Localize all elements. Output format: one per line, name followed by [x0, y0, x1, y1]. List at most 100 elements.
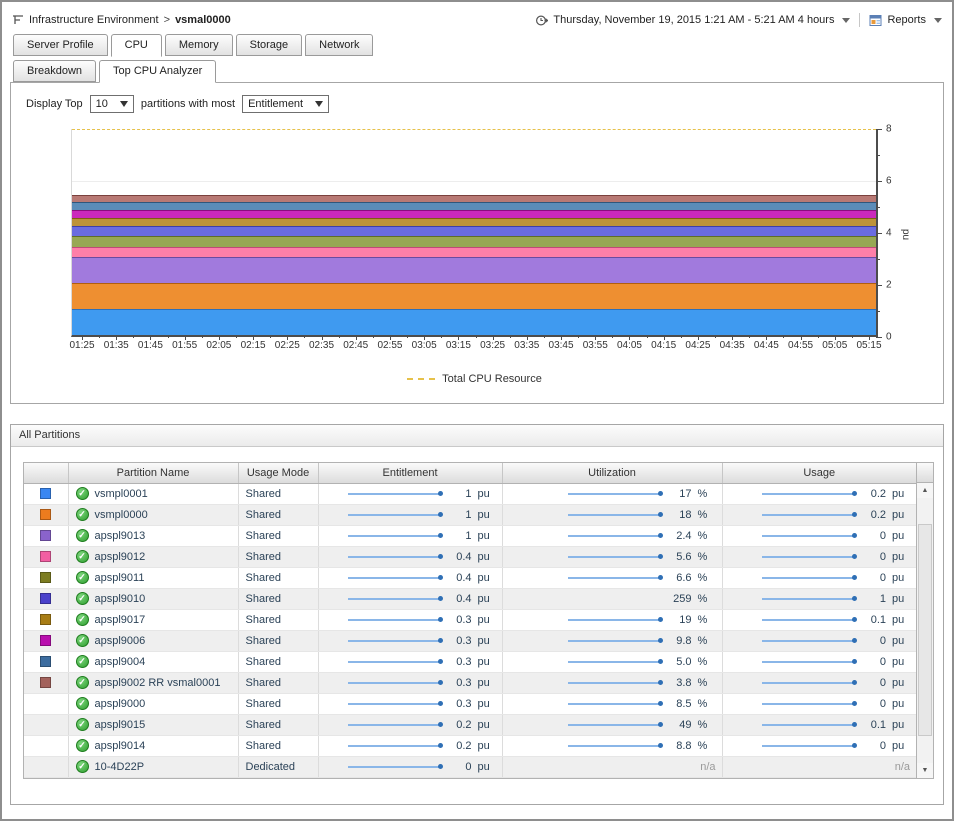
- cell-partition-name[interactable]: ✓ apspl9000: [68, 693, 239, 715]
- cell-partition-name[interactable]: ✓ apspl9004: [68, 651, 239, 673]
- scrollbar-track[interactable]: [917, 498, 933, 763]
- table-row-vsmpl0000[interactable]: ✓ vsmpl0000 Shared 1 pu 18% 0.2 pu: [24, 504, 916, 526]
- table-row-apspl9013[interactable]: ✓ apspl9013 Shared 1 pu 2.4% 0 pu: [24, 525, 917, 547]
- metric-cell: 0 pu: [723, 698, 917, 710]
- cell-partition-name[interactable]: ✓ apspl9012: [68, 546, 239, 568]
- status-ok-icon: ✓: [75, 739, 89, 752]
- metric-cell: 5.6%: [503, 551, 722, 563]
- all-partitions-pane: All Partitions Partition Name Usage Mode…: [10, 424, 944, 805]
- header-partition-name[interactable]: Partition Name: [68, 463, 239, 484]
- x-tick-03-25: [492, 335, 494, 340]
- cell-partition-name[interactable]: ✓ vsmpl0000: [68, 504, 239, 526]
- partition-name-label: apspl9014: [94, 739, 146, 752]
- cell-partition-name[interactable]: ✓ apspl9006: [68, 630, 239, 652]
- table-row-apspl9000[interactable]: ✓ apspl9000 Shared 0.3 pu 8.5% 0 pu: [24, 693, 917, 715]
- metric-cell: 0 pu: [723, 530, 917, 542]
- table-row-apspl9015[interactable]: ✓ apspl9015 Shared 0.2 pu 49% 0.1 pu: [24, 714, 916, 736]
- header-utilization[interactable]: Utilization: [502, 463, 723, 484]
- metric-unit: pu: [892, 613, 905, 626]
- timerange-selector[interactable]: Thursday, November 19, 2015 1:21 AM - 5:…: [535, 14, 851, 27]
- partitions-with-most-label: partitions with most: [140, 98, 236, 110]
- table-row-apspl9011[interactable]: ✓ apspl9011 Shared 0.4 pu 6.6% 0 pu: [24, 567, 916, 589]
- cell-usage-mode: Shared: [238, 714, 319, 736]
- metric-value: 0: [879, 655, 886, 668]
- cell-usage-mode: Shared: [238, 588, 319, 610]
- tab-memory[interactable]: Memory: [164, 34, 233, 56]
- tab-top-cpu-analyzer[interactable]: Top CPU Analyzer: [99, 60, 217, 83]
- x-minor-tick: [475, 335, 477, 338]
- chevron-down-icon: [315, 101, 324, 107]
- cell-partition-name[interactable]: ✓ apspl9010: [68, 588, 239, 610]
- breadcrumb-separator: >: [163, 14, 171, 26]
- cell-entitlement: 0.2 pu: [318, 735, 503, 757]
- tab-network[interactable]: Network: [305, 34, 374, 56]
- partition-name: ✓ apspl9013: [69, 529, 238, 542]
- partition-name-label: apspl9012: [94, 550, 146, 563]
- partition-name-label: apspl9006: [94, 634, 146, 647]
- cell-usage-mode: Shared: [238, 735, 319, 757]
- cell-partition-name[interactable]: ✓ apspl9011: [68, 567, 239, 589]
- legend-label: Total CPU Resource: [442, 373, 542, 385]
- status-ok-icon: ✓: [75, 508, 89, 521]
- x-minor-tick: [235, 335, 237, 338]
- x-tick-04-25: [697, 335, 699, 340]
- cell-partition-name[interactable]: ✓ 10-4D22P: [68, 756, 239, 778]
- x-tick-label-05-15: 05:15: [856, 340, 882, 351]
- sparkline: [347, 595, 443, 601]
- cell-entitlement: 0.2 pu: [318, 714, 503, 736]
- table-row-apspl9004[interactable]: ✓ apspl9004 Shared 0.3 pu 5.0% 0 pu: [24, 651, 916, 673]
- y-tick-2: [876, 284, 882, 286]
- table-row-apspl9014[interactable]: ✓ apspl9014 Shared 0.2 pu 8.8% 0 pu: [24, 735, 916, 757]
- scrollbar-thumb[interactable]: [918, 524, 932, 736]
- metric-unit: %: [697, 529, 708, 542]
- x-tick-label-01-45: 01:45: [137, 340, 163, 351]
- table-row-10-4d22p[interactable]: ✓ 10-4D22P Dedicated 0 pu n/a n/a: [24, 756, 916, 778]
- cell-usage: 0 pu: [722, 735, 916, 757]
- breadcrumb-root[interactable]: Infrastructure Environment: [29, 14, 159, 26]
- x-minor-tick: [817, 335, 819, 338]
- scroll-up-icon[interactable]: ▲: [917, 483, 933, 498]
- status-ok-icon: ✓: [75, 655, 89, 668]
- cell-partition-name[interactable]: ✓ apspl9013: [68, 525, 239, 547]
- header-entitlement[interactable]: Entitlement: [318, 463, 503, 484]
- page: Infrastructure Environment > vsmal0000 T…: [2, 2, 952, 805]
- tab-server-profile[interactable]: Server Profile: [13, 34, 108, 56]
- metric-value: 0.2: [870, 487, 886, 500]
- cell-partition-name[interactable]: ✓ apspl9017: [68, 609, 239, 631]
- table-row-apspl9012[interactable]: ✓ apspl9012 Shared 0.4 pu 5.6% 0 pu: [24, 546, 916, 568]
- metric-cell: 9.8%: [503, 635, 722, 647]
- x-tick-02-05: [218, 335, 220, 340]
- metric-unit: pu: [477, 634, 490, 647]
- table-row-apspl9002-rr-vsmal0001[interactable]: ✓ apspl9002 RR vsmal0001 Shared 0.3 pu 3.8% 0 p…: [24, 672, 916, 694]
- x-tick-label-02-15: 02:15: [240, 340, 266, 351]
- cell-color: [24, 504, 69, 526]
- sparkline: [567, 532, 663, 538]
- table-row-apspl9010[interactable]: ✓ apspl9010 Shared 0.4 pu 259% 1 pu: [24, 588, 916, 610]
- x-minor-tick: [749, 335, 751, 338]
- tab-storage[interactable]: Storage: [235, 34, 303, 56]
- table-row-apspl9006[interactable]: ✓ apspl9006 Shared 0.3 pu 9.8% 0 pu: [24, 630, 916, 652]
- cell-partition-name[interactable]: ✓ apspl9015: [68, 714, 239, 736]
- table-row-apspl9017[interactable]: ✓ apspl9017 Shared 0.3 pu 19% 0.1 pu: [24, 609, 916, 631]
- header-usage-mode[interactable]: Usage Mode: [238, 463, 319, 484]
- partition-name: ✓ vsmpl0000: [69, 508, 238, 521]
- table-row-vsmpl0001[interactable]: ✓ vsmpl0001 Shared 1 pu 17% 0.2 pu: [24, 483, 916, 505]
- cell-partition-name[interactable]: ✓ vsmpl0001: [68, 483, 239, 505]
- header-usage[interactable]: Usage: [722, 463, 916, 484]
- top-count-select[interactable]: 10: [89, 95, 134, 113]
- reports-menu[interactable]: Reports: [869, 14, 942, 27]
- metric-value: 0: [879, 529, 886, 542]
- x-tick-04-55: [800, 335, 802, 340]
- cell-partition-name[interactable]: ✓ apspl9014: [68, 735, 239, 757]
- metric-cell: 0.3 pu: [319, 656, 502, 668]
- metric-unit: pu: [477, 760, 490, 773]
- tab-cpu[interactable]: CPU: [110, 34, 162, 57]
- scroll-down-icon[interactable]: ▼: [917, 762, 933, 778]
- scrollbar-header-spacer: [917, 463, 933, 483]
- table-scrollbar[interactable]: ▲ ▼: [916, 463, 933, 778]
- header-color[interactable]: [24, 463, 69, 484]
- status-ok-icon: ✓: [75, 592, 89, 605]
- cell-partition-name[interactable]: ✓ apspl9002 RR vsmal0001: [68, 672, 239, 694]
- tab-breakdown[interactable]: Breakdown: [13, 60, 97, 82]
- metric-select[interactable]: Entitlement: [242, 95, 330, 113]
